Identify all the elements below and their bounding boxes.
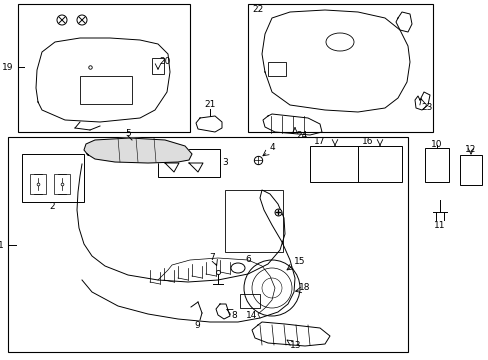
Text: 18: 18 — [299, 284, 310, 292]
Bar — [158, 149, 220, 177]
Text: 2: 2 — [49, 202, 55, 211]
Bar — [22, 154, 84, 202]
Text: 8: 8 — [231, 311, 236, 320]
Bar — [357, 146, 401, 182]
Bar — [309, 146, 359, 182]
Text: 7: 7 — [209, 253, 214, 262]
Bar — [240, 294, 260, 308]
Text: 15: 15 — [294, 257, 305, 266]
Polygon shape — [84, 138, 192, 163]
Text: 17: 17 — [314, 138, 325, 147]
Text: 13: 13 — [290, 342, 301, 351]
Text: 12: 12 — [465, 145, 476, 154]
Bar — [8, 137, 407, 352]
Bar — [224, 190, 283, 252]
Bar — [267, 62, 285, 76]
Bar — [30, 174, 46, 194]
Bar — [80, 76, 132, 104]
Text: 19: 19 — [2, 63, 14, 72]
Text: 22: 22 — [252, 4, 263, 13]
Text: 1: 1 — [0, 240, 4, 249]
Text: 3: 3 — [222, 158, 227, 167]
Text: 21: 21 — [204, 100, 215, 109]
Text: 9: 9 — [194, 321, 200, 330]
Bar — [152, 58, 163, 74]
Text: 6: 6 — [244, 256, 250, 265]
Bar — [18, 4, 190, 132]
Text: 11: 11 — [433, 221, 445, 230]
Text: 16: 16 — [362, 138, 373, 147]
Bar — [247, 4, 432, 132]
Text: 4: 4 — [268, 144, 274, 153]
Text: 10: 10 — [430, 140, 442, 149]
Text: 5: 5 — [125, 130, 131, 139]
Text: 20: 20 — [159, 58, 170, 67]
Text: 14: 14 — [246, 310, 257, 320]
Bar — [459, 155, 481, 185]
Bar — [424, 148, 448, 182]
Text: 24: 24 — [296, 131, 307, 140]
Text: 23: 23 — [421, 104, 432, 112]
Bar — [54, 174, 70, 194]
